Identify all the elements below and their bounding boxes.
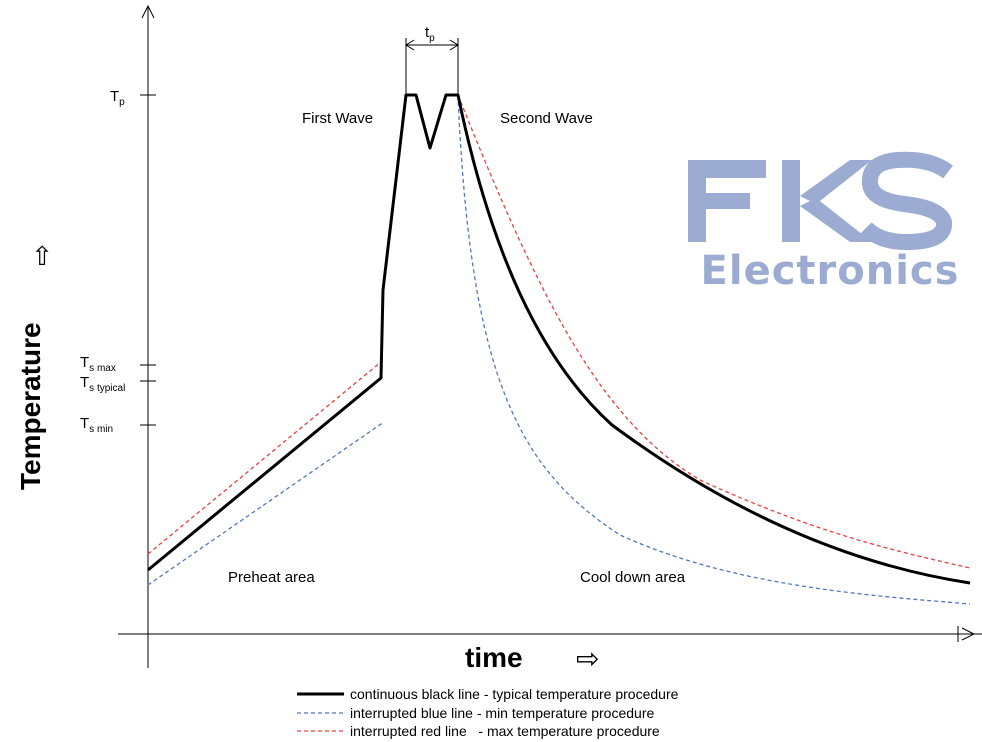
x-axis-arrow-icon: ⇨ — [576, 642, 599, 675]
watermark-logo: Electronics — [688, 151, 960, 294]
series-typical-line — [147, 93, 971, 585]
series-curves — [147, 93, 971, 605]
axes — [118, 4, 982, 668]
series-min-line — [147, 94, 971, 605]
annotation-preheat: Preheat area — [228, 569, 315, 586]
annotations: First Wave Second Wave Preheat area Cool… — [228, 110, 686, 586]
tick-label-ts-min: Ts min — [80, 415, 113, 435]
axis-titles: time ⇨ Temperature ⇧ — [15, 242, 599, 675]
watermark-electronics: Electronics — [701, 248, 960, 294]
y-ticks: Tp Ts max Ts typical Ts min — [80, 88, 156, 435]
x-axis-arrowhead — [961, 627, 976, 641]
tp-arrow-right — [449, 39, 459, 51]
tp-marker: tp — [405, 24, 459, 95]
annotation-cooldown: Cool down area — [580, 569, 686, 586]
tp-label: tp — [425, 24, 435, 44]
legend-label-min: interrupted blue line - min temperature … — [350, 705, 654, 721]
annotation-first-wave: First Wave — [302, 110, 373, 127]
y-axis-title: Temperature — [15, 322, 46, 490]
tick-label-tp: Tp — [110, 88, 125, 108]
y-axis-arrow-icon: ⇧ — [31, 242, 53, 272]
legend-label-max: interrupted red line - max temperature p… — [350, 723, 660, 739]
y-axis-arrowhead — [141, 4, 155, 19]
tick-label-ts-max: Ts max — [80, 354, 116, 374]
legend: continuous black line - typical temperat… — [297, 686, 679, 739]
annotation-second-wave: Second Wave — [500, 110, 593, 127]
tick-label-ts-typical: Ts typical — [80, 374, 125, 394]
x-axis-title: time — [465, 642, 523, 673]
tp-arrow-left — [405, 39, 415, 51]
legend-label-typical: continuous black line - typical temperat… — [350, 686, 679, 702]
